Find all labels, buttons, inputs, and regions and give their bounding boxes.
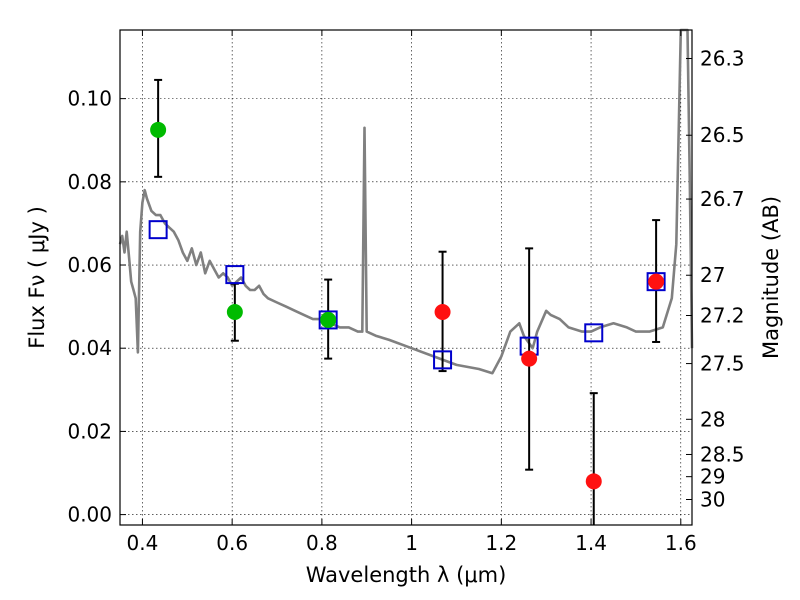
y2-tick-label: 27.5 xyxy=(700,352,745,376)
model-photometry-square xyxy=(433,350,453,370)
model-photometry-square xyxy=(225,265,245,285)
axis-ticks: 0.4 0.6 0.8 1 1.2 1.4 1.6 0.00 0.02 0.04 0.06 0.08 0… xyxy=(67,30,745,555)
x-tick-label: 0.4 xyxy=(127,531,159,555)
y2-tick-label: 27.2 xyxy=(700,304,745,328)
data-markers xyxy=(148,121,666,490)
red-data-point xyxy=(434,304,451,321)
x-tick-label: 1.2 xyxy=(485,531,517,555)
x-axis-label: Wavelength λ (μm) xyxy=(306,563,507,587)
y2-tick-label: 28.5 xyxy=(700,442,745,466)
red-data-point xyxy=(521,350,538,367)
plot-frame xyxy=(119,29,693,526)
x-tick-label: 0.6 xyxy=(216,531,248,555)
y2-tick-label: 26.3 xyxy=(700,47,745,71)
y2-tick-label: 28 xyxy=(700,407,725,431)
red-data-point xyxy=(648,273,665,290)
y2-tick-label: 30 xyxy=(700,487,725,511)
model-photometry-square xyxy=(318,310,338,330)
green-data-point xyxy=(150,121,167,138)
green-data-point xyxy=(320,311,337,328)
x-tick-label: 1 xyxy=(405,531,418,555)
grid-lines xyxy=(120,30,692,525)
y2-tick-label: 29 xyxy=(700,465,725,489)
sed-line xyxy=(118,28,694,375)
x-tick-label: 1.6 xyxy=(665,531,697,555)
y2-tick-label: 27 xyxy=(700,263,725,287)
red-data-point xyxy=(585,473,602,490)
y-axis-label: Flux Fν ( μJy ) xyxy=(25,206,49,349)
model-photometry-square xyxy=(148,220,168,240)
y-tick-label: 0.02 xyxy=(67,419,112,443)
y-tick-label: 0.00 xyxy=(67,503,112,527)
y-tick-label: 0.06 xyxy=(67,253,112,277)
sed-model-curve xyxy=(118,28,694,375)
model-photometry-square xyxy=(646,272,666,292)
y-tick-label: 0.04 xyxy=(67,336,112,360)
green-data-point xyxy=(226,304,243,321)
right-y-axis-label: Magnitude (AB) xyxy=(759,196,783,359)
y-tick-label: 0.10 xyxy=(67,87,112,111)
x-tick-label: 0.8 xyxy=(306,531,338,555)
y-tick-label: 0.08 xyxy=(67,170,112,194)
model-photometry-square xyxy=(584,323,604,343)
y2-tick-label: 26.5 xyxy=(700,123,745,147)
x-tick-label: 1.4 xyxy=(575,531,607,555)
y2-tick-label: 26.7 xyxy=(700,187,745,211)
error-bars xyxy=(154,78,661,525)
